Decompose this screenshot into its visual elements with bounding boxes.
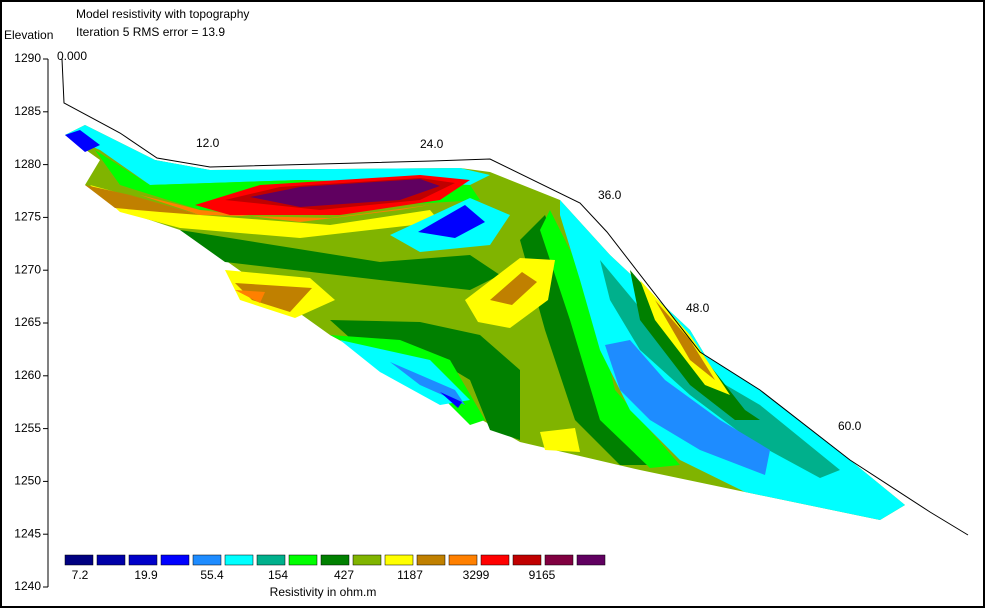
- y-tick-label: 1280: [14, 157, 41, 171]
- y-tick-label: 1290: [14, 51, 41, 65]
- colorbar-swatch: [64, 554, 94, 566]
- colorbar-swatch: [448, 554, 478, 566]
- y-tick-label: 1260: [14, 368, 41, 382]
- chart-subtitle: Iteration 5 RMS error = 13.9: [76, 25, 225, 39]
- colorbar-value: 1187: [397, 568, 423, 582]
- y-tick-label: 1245: [14, 526, 41, 540]
- colorbar-swatch: [320, 554, 350, 566]
- colorbar-swatch: [288, 554, 318, 566]
- colorbar-swatch: [416, 554, 446, 566]
- colorbar-swatch: [480, 554, 510, 566]
- y-tick-label: 1250: [14, 474, 41, 488]
- colorbar-value: 427: [334, 568, 354, 582]
- colorbar-value: 55.4: [200, 568, 224, 582]
- colorbar-swatch: [96, 554, 126, 566]
- y-axis-label: Elevation: [4, 28, 53, 42]
- colorbar-swatch: [256, 554, 286, 566]
- colorbar-value: 19.9: [134, 568, 158, 582]
- resistivity-model: [65, 125, 905, 520]
- distance-label: 60.0: [838, 419, 862, 433]
- colorbar-value: 9165: [529, 568, 556, 582]
- y-tick-label: 1240: [14, 579, 41, 593]
- colorbar-swatch: [160, 554, 190, 566]
- distance-label: 0.000: [57, 49, 87, 63]
- topography: [61, 58, 969, 536]
- colorbar-swatch: [512, 554, 542, 566]
- distance-label: 24.0: [420, 137, 444, 151]
- y-tick-label: 1255: [14, 421, 41, 435]
- colorbar-swatch: [352, 554, 382, 566]
- colorbar-swatch: [576, 554, 606, 566]
- colorbar-value: 3299: [463, 568, 490, 582]
- y-tick-label: 1275: [14, 210, 41, 224]
- colorbar-label: Resistivity in ohm.m: [270, 585, 377, 599]
- chart-title: Model resistivity with topography: [76, 7, 249, 21]
- colorbar-swatch: [544, 554, 574, 566]
- distance-label: 48.0: [686, 301, 710, 315]
- y-tick-label: 1285: [14, 104, 41, 118]
- colorbar-value: 7.2: [72, 568, 89, 582]
- distance-label: 12.0: [196, 136, 220, 150]
- colorbar-swatch: [128, 554, 158, 566]
- y-tick-label: 1265: [14, 315, 41, 329]
- colorbar-value: 154: [268, 568, 288, 582]
- colorbar-swatch: [384, 554, 414, 566]
- distance-label: 36.0: [598, 188, 622, 202]
- colorbar-swatch: [224, 554, 254, 566]
- colorbar-swatch: [192, 554, 222, 566]
- y-tick-label: 1270: [14, 262, 41, 276]
